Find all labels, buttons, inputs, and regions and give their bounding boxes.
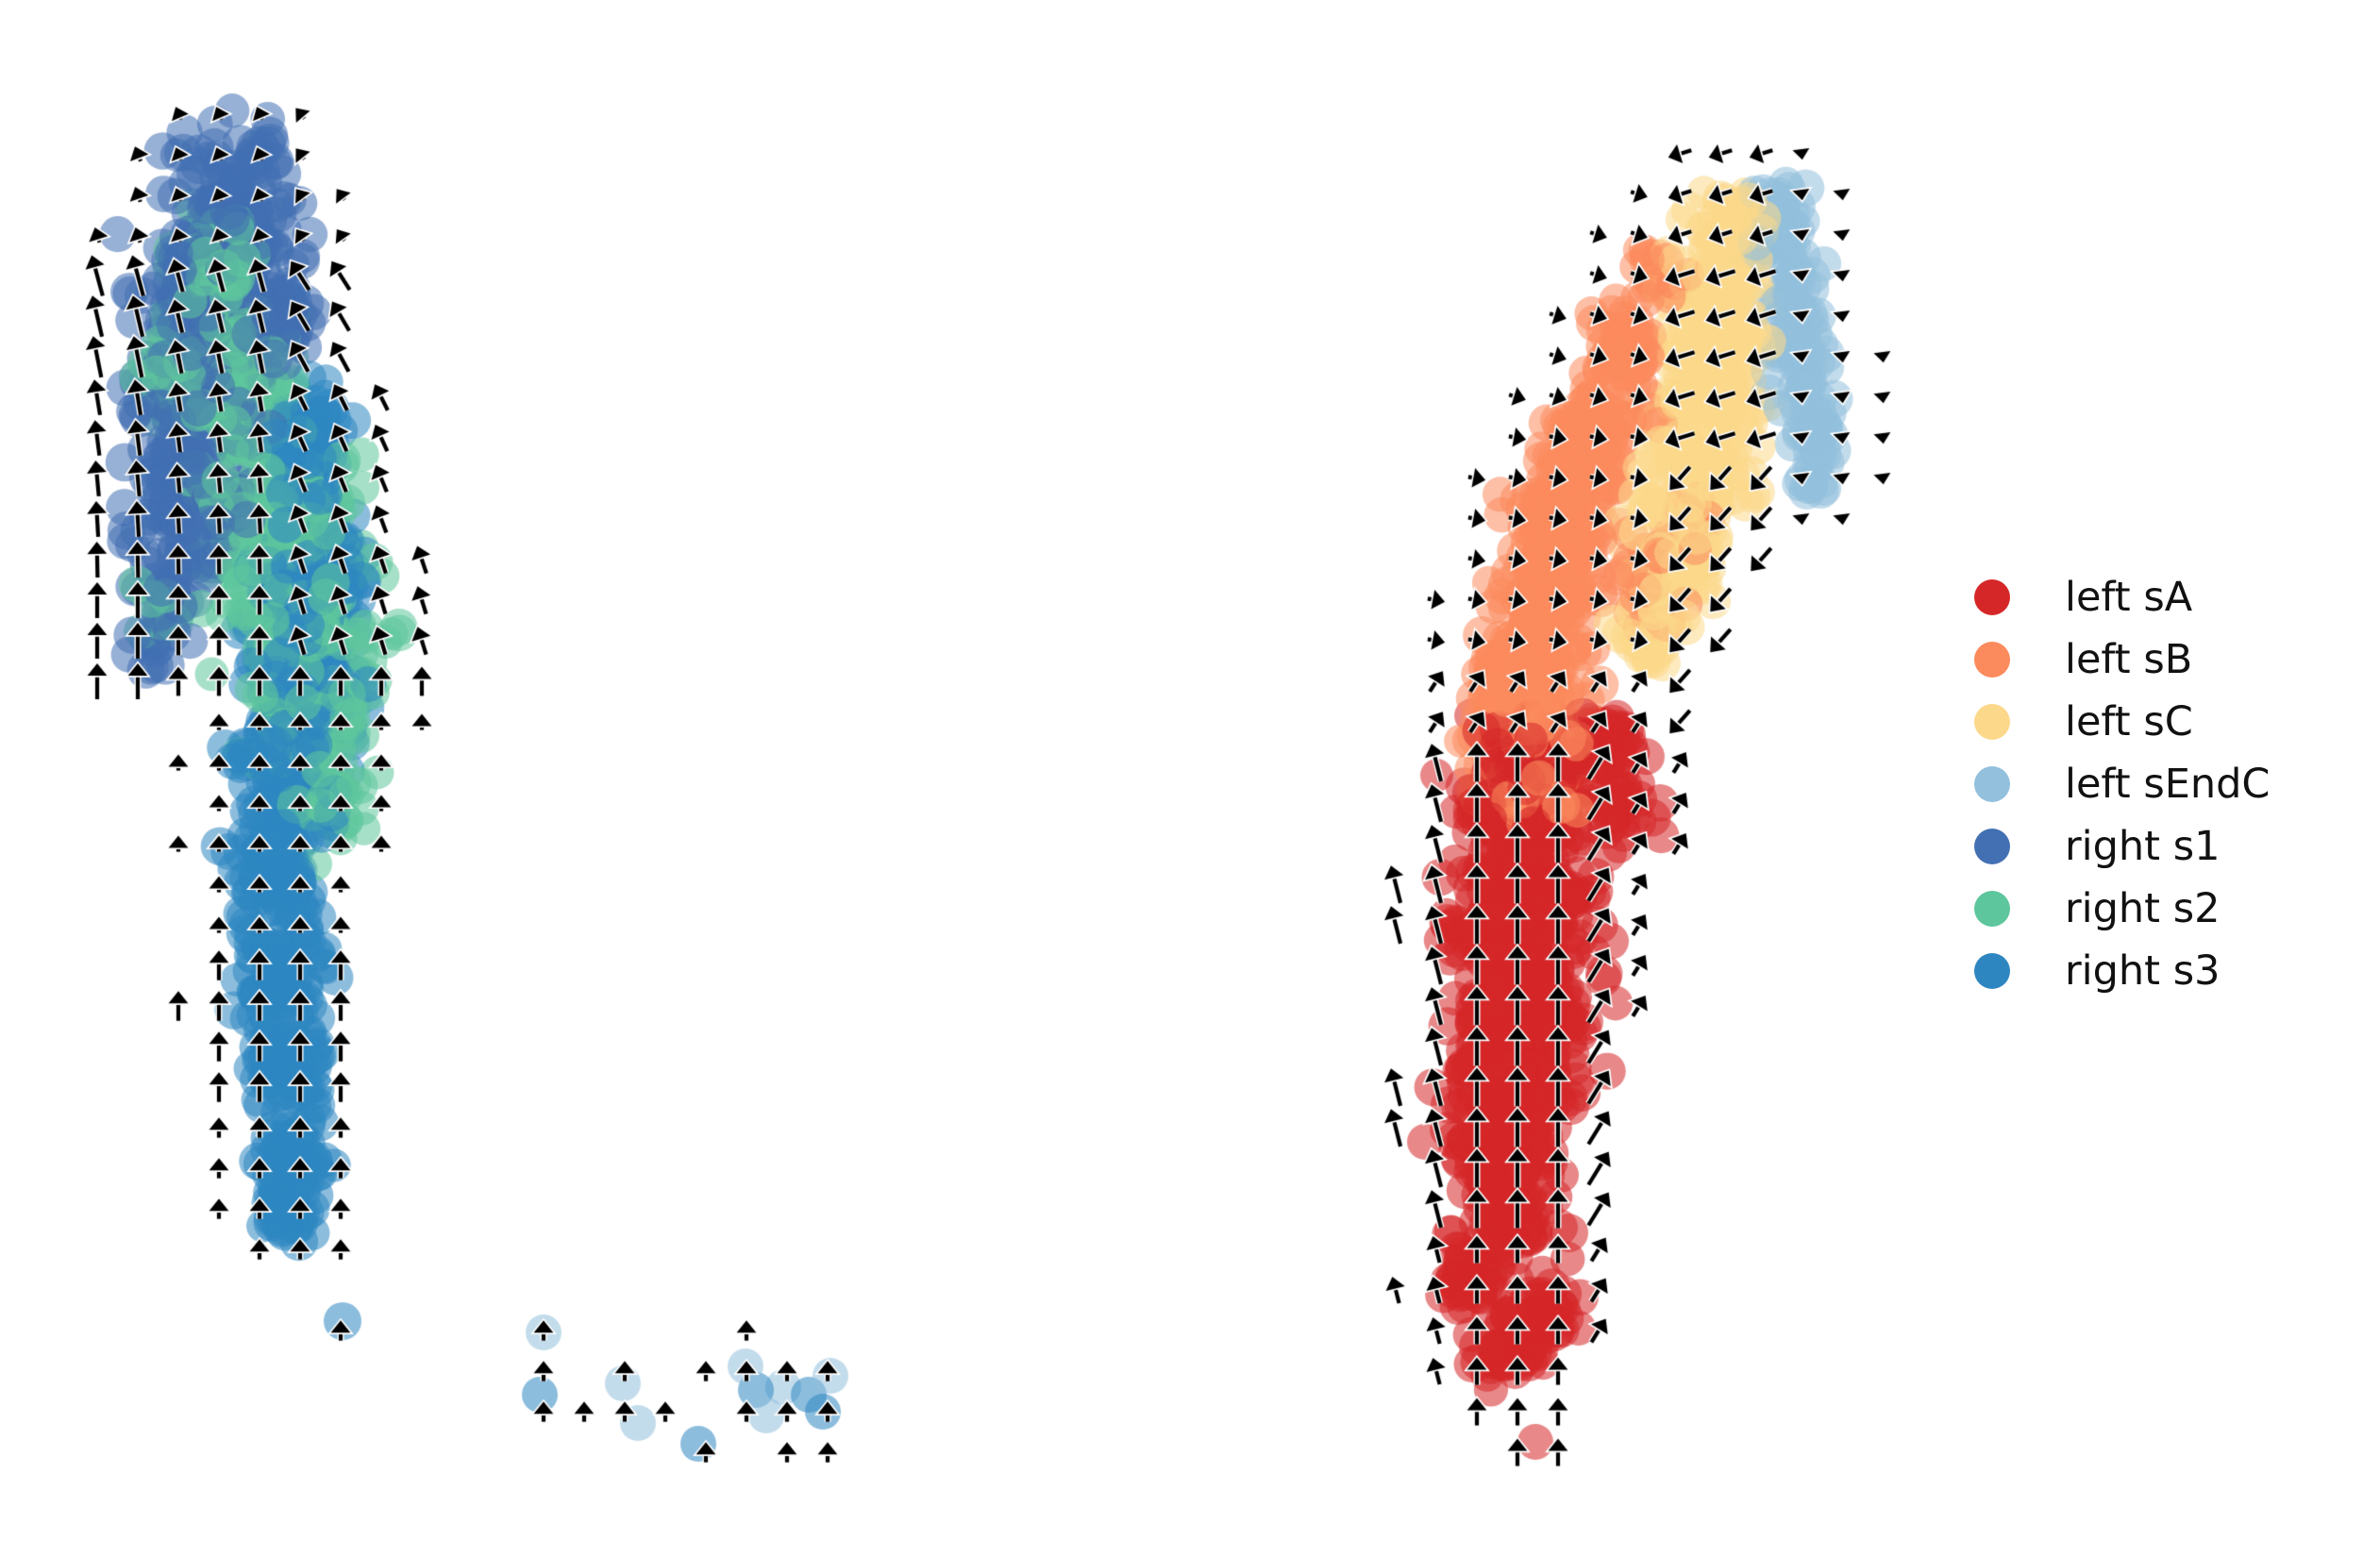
legend-item-label: left sC bbox=[2065, 697, 2193, 745]
legend-item-left_sC[interactable]: left sC bbox=[1974, 691, 2371, 753]
legend-item-label: left sA bbox=[2065, 573, 2193, 621]
legend-swatch-icon bbox=[1974, 953, 2010, 989]
legend-swatch-icon bbox=[1974, 642, 2010, 678]
legend-swatch-icon bbox=[1974, 704, 2010, 740]
legend-item-right_s2[interactable]: right s2 bbox=[1974, 878, 2371, 940]
legend: left sA left sB left sC left sEndC right s1 r… bbox=[1974, 566, 2371, 1002]
legend-item-label: left sB bbox=[2065, 635, 2193, 683]
legend-item-label: left sEndC bbox=[2065, 760, 2271, 808]
legend-item-label: right s1 bbox=[2065, 822, 2221, 870]
legend-swatch-icon bbox=[1974, 891, 2010, 927]
legend-item-label: right s2 bbox=[2065, 884, 2221, 932]
legend-item-left_sEndC[interactable]: left sEndC bbox=[1974, 753, 2371, 815]
legend-swatch-icon bbox=[1974, 766, 2010, 802]
legend-swatch-icon bbox=[1974, 829, 2010, 864]
legend-item-right_s1[interactable]: right s1 bbox=[1974, 815, 2371, 878]
legend-item-left_sB[interactable]: left sB bbox=[1974, 628, 2371, 691]
legend-item-left_sA[interactable]: left sA bbox=[1974, 566, 2371, 628]
legend-item-label: right s3 bbox=[2065, 946, 2221, 995]
legend-swatch-icon bbox=[1974, 579, 2010, 615]
legend-item-right_s3[interactable]: right s3 bbox=[1974, 940, 2371, 1002]
